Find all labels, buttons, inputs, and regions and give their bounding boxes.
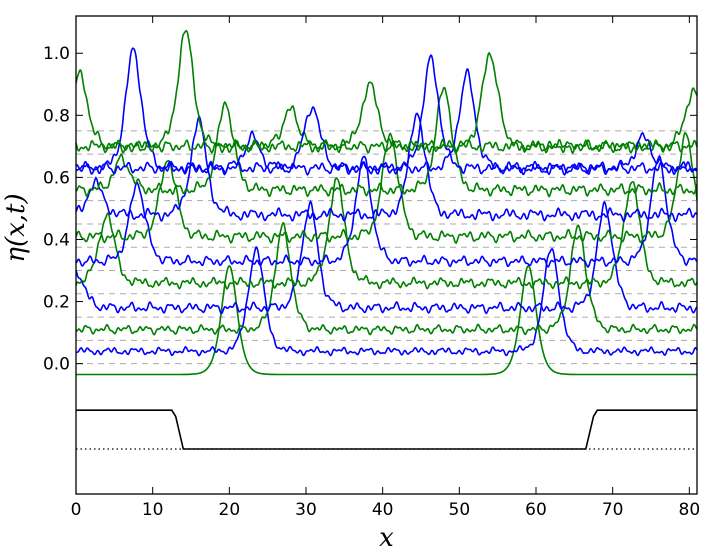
x-tick-label-10: 10: [142, 500, 164, 520]
y-tick-label-5: 1.0: [43, 44, 70, 64]
wave-series-2: [75, 245, 698, 357]
wave-series-6: [75, 154, 698, 268]
y-tick-label-2: 0.4: [43, 230, 70, 250]
bathymetry-profile: [76, 409, 697, 450]
wave-series-8: [75, 112, 698, 223]
wave-series-10: [75, 68, 698, 176]
wave-series-13: [75, 29, 698, 155]
y-tick-label-0: 0.0: [43, 355, 70, 375]
x-tick-label-50: 50: [449, 500, 471, 520]
x-axis-label: x: [379, 523, 394, 553]
plot-frame: [75, 15, 698, 495]
wave-series-3: [75, 221, 698, 336]
wave-series-5: [75, 177, 698, 291]
wave-series-11: [75, 51, 698, 154]
wave-series-7: [75, 132, 698, 244]
y-tick-label-3: 0.6: [43, 168, 70, 188]
x-tick-label-60: 60: [525, 500, 547, 520]
x-tick-label-70: 70: [602, 500, 624, 520]
bathymetry-line: [76, 409, 697, 450]
wave-series-4: [75, 199, 698, 315]
axis-ticks: 0 10 20 30 40 50 60 70 80 0.0 0.2 0.4 0.6 0.8 1.0: [43, 16, 700, 520]
reference-levels: [76, 130, 697, 365]
wave-series-1: [76, 264, 697, 376]
wave-series-9: [75, 86, 698, 198]
x-tick-label-20: 20: [219, 500, 241, 520]
x-tick-label-0: 0: [71, 500, 82, 520]
y-tick-label-4: 0.8: [43, 106, 70, 126]
y-tick-label-1: 0.2: [43, 293, 70, 313]
wave-series-group: [75, 29, 698, 376]
x-tick-label-80: 80: [679, 500, 701, 520]
x-tick-label-30: 30: [295, 500, 317, 520]
x-tick-label-40: 40: [372, 500, 394, 520]
y-axis-label: η(x,t): [1, 193, 31, 262]
wave-series-12: [75, 47, 698, 176]
